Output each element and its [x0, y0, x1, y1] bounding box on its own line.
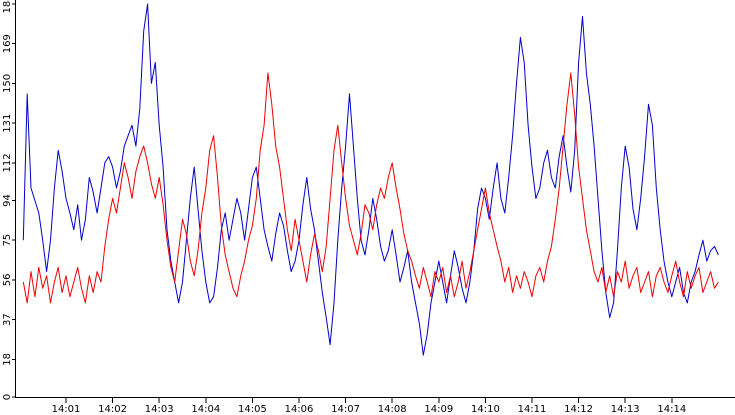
x-tick-label: 14:07 [331, 404, 360, 415]
x-tick-label: 14:01 [52, 404, 81, 415]
x-tick-label: 14:10 [471, 404, 500, 415]
series-layer [22, 3, 719, 356]
y-tick-label: 94 [2, 194, 13, 207]
series-line-1 [22, 3, 719, 356]
x-axis: 14:01 14:02 14:03 14:04 14:05 14:06 14:07 14:08… [52, 398, 686, 415]
y-tick-label: 131 [2, 114, 13, 133]
series-line-2 [22, 72, 719, 304]
x-tick-label: 14:03 [145, 404, 174, 415]
y-tick-label: 56 [2, 274, 13, 287]
y-tick-label: 75 [2, 234, 13, 247]
x-tick-label: 14:08 [378, 404, 407, 415]
x-tick-label: 14:12 [564, 404, 593, 415]
y-tick-label: 150 [2, 74, 13, 93]
x-tick-label: 14:14 [657, 404, 686, 415]
x-tick-label: 14:11 [518, 404, 547, 415]
y-tick-label: 112 [2, 153, 13, 172]
x-tick-label: 14:02 [98, 404, 127, 415]
x-tick-label: 14:13 [611, 404, 640, 415]
x-tick-label: 14:05 [238, 404, 267, 415]
y-tick-label: 37 [2, 313, 13, 326]
y-tick-label: 188 [2, 0, 13, 14]
y-axis: 0 18 37 56 75 94 112 131 150 169 188 [2, 0, 16, 400]
y-tick-label: 169 [2, 34, 13, 53]
y-tick-label: 18 [2, 353, 13, 366]
y-tick-label: 0 [2, 394, 13, 400]
x-tick-label: 14:04 [191, 404, 220, 415]
x-tick-label: 14:09 [424, 404, 453, 415]
x-tick-label: 14:06 [285, 404, 314, 415]
